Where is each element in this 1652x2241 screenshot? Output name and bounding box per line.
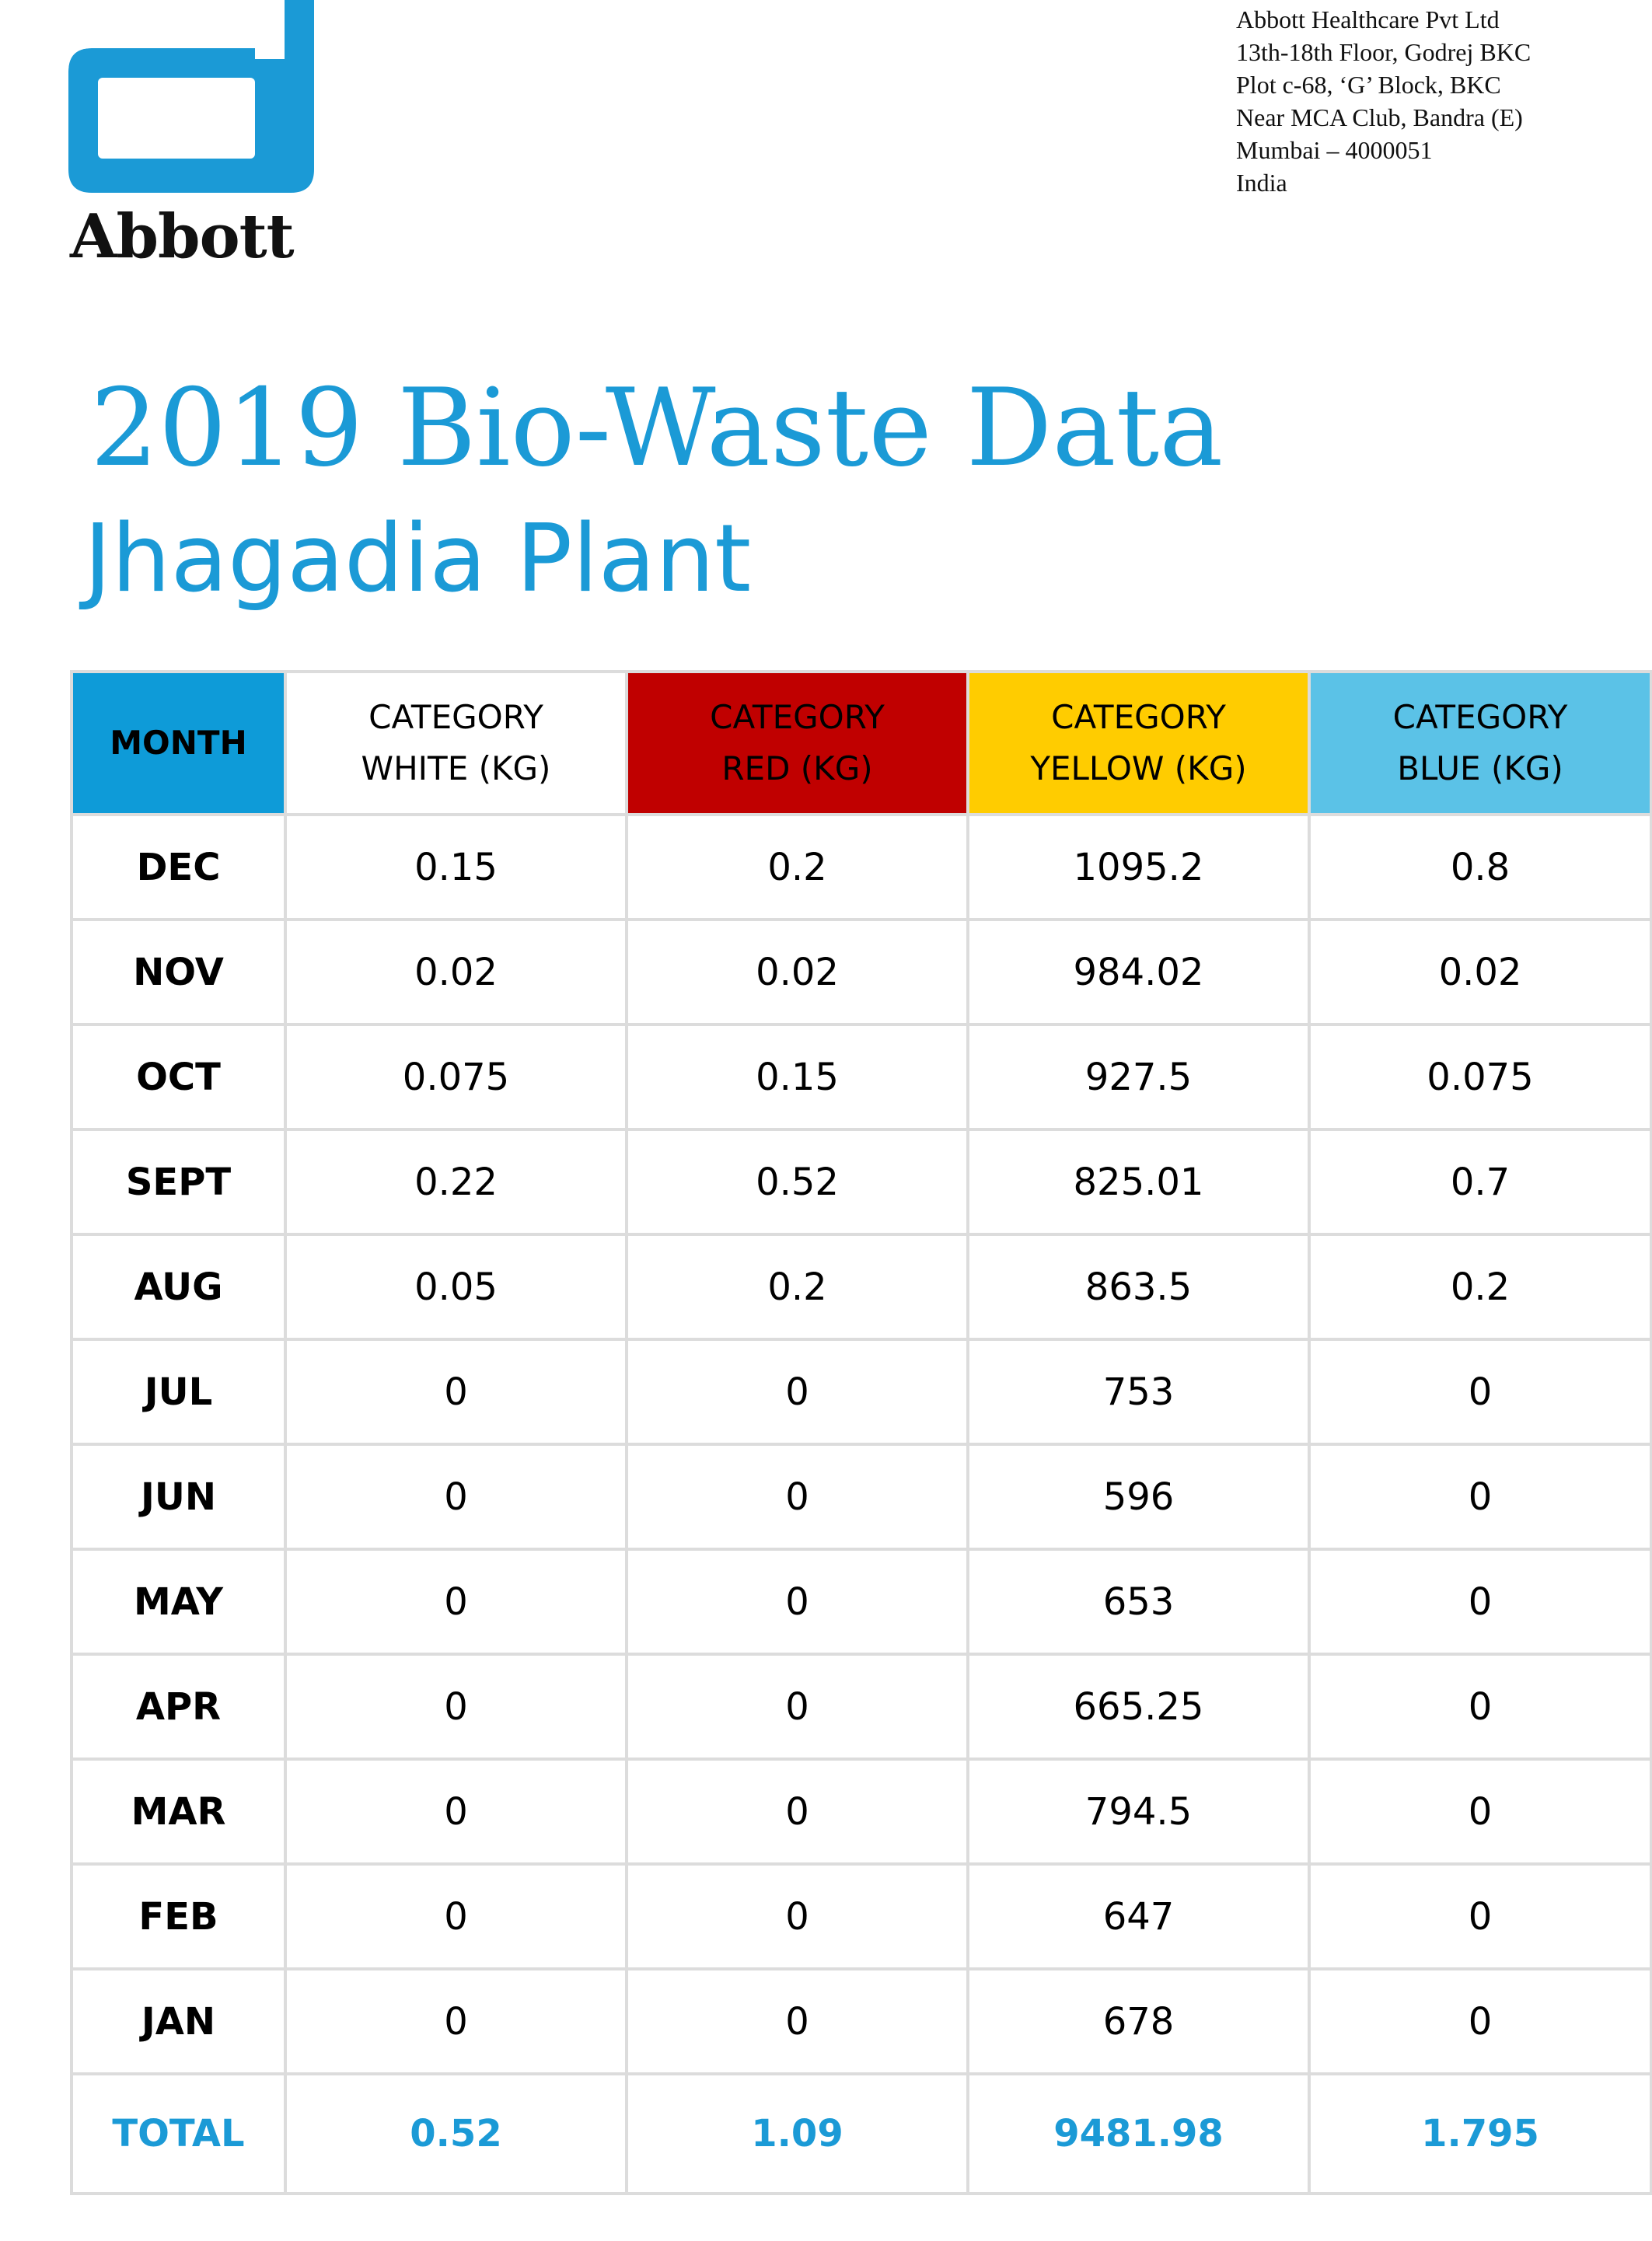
table-row: APR 0 0 665.25 0 <box>70 1653 1652 1761</box>
cell-white: 0 <box>284 1443 628 1551</box>
cell-blue: 0 <box>1308 1862 1652 1970</box>
cell-month: MAY <box>70 1548 287 1656</box>
cell-yellow: 794.5 <box>966 1758 1311 1866</box>
cell-yellow: 678 <box>966 1967 1311 2075</box>
bio-waste-table: MONTH CATEGORY WHITE (KG) CATEGORY RED (KG… <box>70 670 1652 2195</box>
header-category-red: CATEGORY RED (KG) <box>625 670 969 816</box>
cell-white: 0.22 <box>284 1128 628 1236</box>
table-row: JUL 0 0 753 0 <box>70 1338 1652 1446</box>
address-line: Mumbai – 4000051 <box>1236 136 1433 164</box>
total-red: 1.09 <box>625 2072 969 2195</box>
page-subtitle: Jhagadia Plant <box>84 505 752 613</box>
table-row: JAN 0 0 678 0 <box>70 1967 1652 2075</box>
cell-white: 0.15 <box>284 813 628 921</box>
cell-yellow: 596 <box>966 1443 1311 1551</box>
cell-red: 0.2 <box>625 1233 969 1341</box>
cell-red: 0 <box>625 1548 969 1656</box>
cell-yellow: 647 <box>966 1862 1311 1970</box>
total-row: TOTAL 0.52 1.09 9481.98 1.795 <box>70 2072 1652 2195</box>
cell-blue: 0.8 <box>1308 813 1652 921</box>
total-month: TOTAL <box>70 2072 287 2195</box>
address-line: India <box>1236 169 1287 197</box>
cell-blue: 0 <box>1308 1653 1652 1761</box>
cell-white: 0 <box>284 1653 628 1761</box>
cell-white: 0 <box>284 1338 628 1446</box>
table-row: SEPT 0.22 0.52 825.01 0.7 <box>70 1128 1652 1236</box>
cell-white: 0 <box>284 1548 628 1656</box>
cell-month: JUL <box>70 1338 287 1446</box>
cell-month: NOV <box>70 918 287 1026</box>
cell-blue: 0 <box>1308 1443 1652 1551</box>
header-category-blue: CATEGORY BLUE (KG) <box>1308 670 1652 816</box>
cell-month: JAN <box>70 1967 287 2075</box>
cell-yellow: 653 <box>966 1548 1311 1656</box>
address-line: Near MCA Club, Bandra (E) <box>1236 103 1523 131</box>
page-title: 2019 Bio-Waste Data <box>90 365 1224 490</box>
cell-month: SEPT <box>70 1128 287 1236</box>
cell-month: JUN <box>70 1443 287 1551</box>
cell-red: 0 <box>625 1338 969 1446</box>
cell-red: 0.2 <box>625 813 969 921</box>
cell-red: 0.15 <box>625 1023 969 1131</box>
cell-blue: 0 <box>1308 1338 1652 1446</box>
cell-month: APR <box>70 1653 287 1761</box>
cell-red: 0 <box>625 1758 969 1866</box>
cell-white: 0.05 <box>284 1233 628 1341</box>
company-address: Abbott Healthcare Pvt Ltd 13th-18th Floo… <box>1236 3 1531 199</box>
table-row: DEC 0.15 0.2 1095.2 0.8 <box>70 813 1652 921</box>
table-row: JUN 0 0 596 0 <box>70 1443 1652 1551</box>
total-white: 0.52 <box>284 2072 628 2195</box>
cell-red: 0.02 <box>625 918 969 1026</box>
cell-red: 0 <box>625 1862 969 1970</box>
table-row: MAY 0 0 653 0 <box>70 1548 1652 1656</box>
cell-blue: 0 <box>1308 1967 1652 2075</box>
total-blue: 1.795 <box>1308 2072 1652 2195</box>
cell-white: 0 <box>284 1967 628 2075</box>
cell-yellow: 825.01 <box>966 1128 1311 1236</box>
cell-blue: 0.02 <box>1308 918 1652 1026</box>
table-row: MAR 0 0 794.5 0 <box>70 1758 1652 1866</box>
total-yellow: 9481.98 <box>966 2072 1311 2195</box>
header-category-white: CATEGORY WHITE (KG) <box>284 670 628 816</box>
cell-red: 0.52 <box>625 1128 969 1236</box>
cell-blue: 0 <box>1308 1548 1652 1656</box>
cell-month: OCT <box>70 1023 287 1131</box>
table-row: AUG 0.05 0.2 863.5 0.2 <box>70 1233 1652 1341</box>
cell-month: AUG <box>70 1233 287 1341</box>
cell-yellow: 665.25 <box>966 1653 1311 1761</box>
table-row: OCT 0.075 0.15 927.5 0.075 <box>70 1023 1652 1131</box>
cell-blue: 0.2 <box>1308 1233 1652 1341</box>
cell-white: 0.02 <box>284 918 628 1026</box>
cell-red: 0 <box>625 1653 969 1761</box>
table-body: DEC 0.15 0.2 1095.2 0.8 NOV 0.02 0.02 984.02 0.02… <box>70 813 1652 2195</box>
cell-yellow: 863.5 <box>966 1233 1311 1341</box>
cell-white: 0 <box>284 1862 628 1970</box>
cell-yellow: 927.5 <box>966 1023 1311 1131</box>
address-line: Abbott Healthcare Pvt Ltd <box>1236 5 1500 33</box>
header-month: MONTH <box>70 670 287 816</box>
logo-wordmark: Abbott <box>70 201 295 272</box>
cell-month: DEC <box>70 813 287 921</box>
cell-yellow: 1095.2 <box>966 813 1311 921</box>
cell-blue: 0.075 <box>1308 1023 1652 1131</box>
cell-white: 0 <box>284 1758 628 1866</box>
address-line: Plot c-68, ‘G’ Block, BKC <box>1236 71 1501 99</box>
cell-yellow: 984.02 <box>966 918 1311 1026</box>
cell-red: 0 <box>625 1443 969 1551</box>
table-row: NOV 0.02 0.02 984.02 0.02 <box>70 918 1652 1026</box>
table-header-row: MONTH CATEGORY WHITE (KG) CATEGORY RED (KG… <box>70 670 1652 816</box>
header-category-yellow: CATEGORY YELLOW (KG) <box>966 670 1311 816</box>
cell-blue: 0.7 <box>1308 1128 1652 1236</box>
cell-red: 0 <box>625 1967 969 2075</box>
cell-month: FEB <box>70 1862 287 1970</box>
cell-month: MAR <box>70 1758 287 1866</box>
table-row: FEB 0 0 647 0 <box>70 1862 1652 1970</box>
cell-white: 0.075 <box>284 1023 628 1131</box>
cell-yellow: 753 <box>966 1338 1311 1446</box>
cell-blue: 0 <box>1308 1758 1652 1866</box>
abbott-logo-icon <box>68 0 314 193</box>
address-line: 13th-18th Floor, Godrej BKC <box>1236 38 1532 66</box>
